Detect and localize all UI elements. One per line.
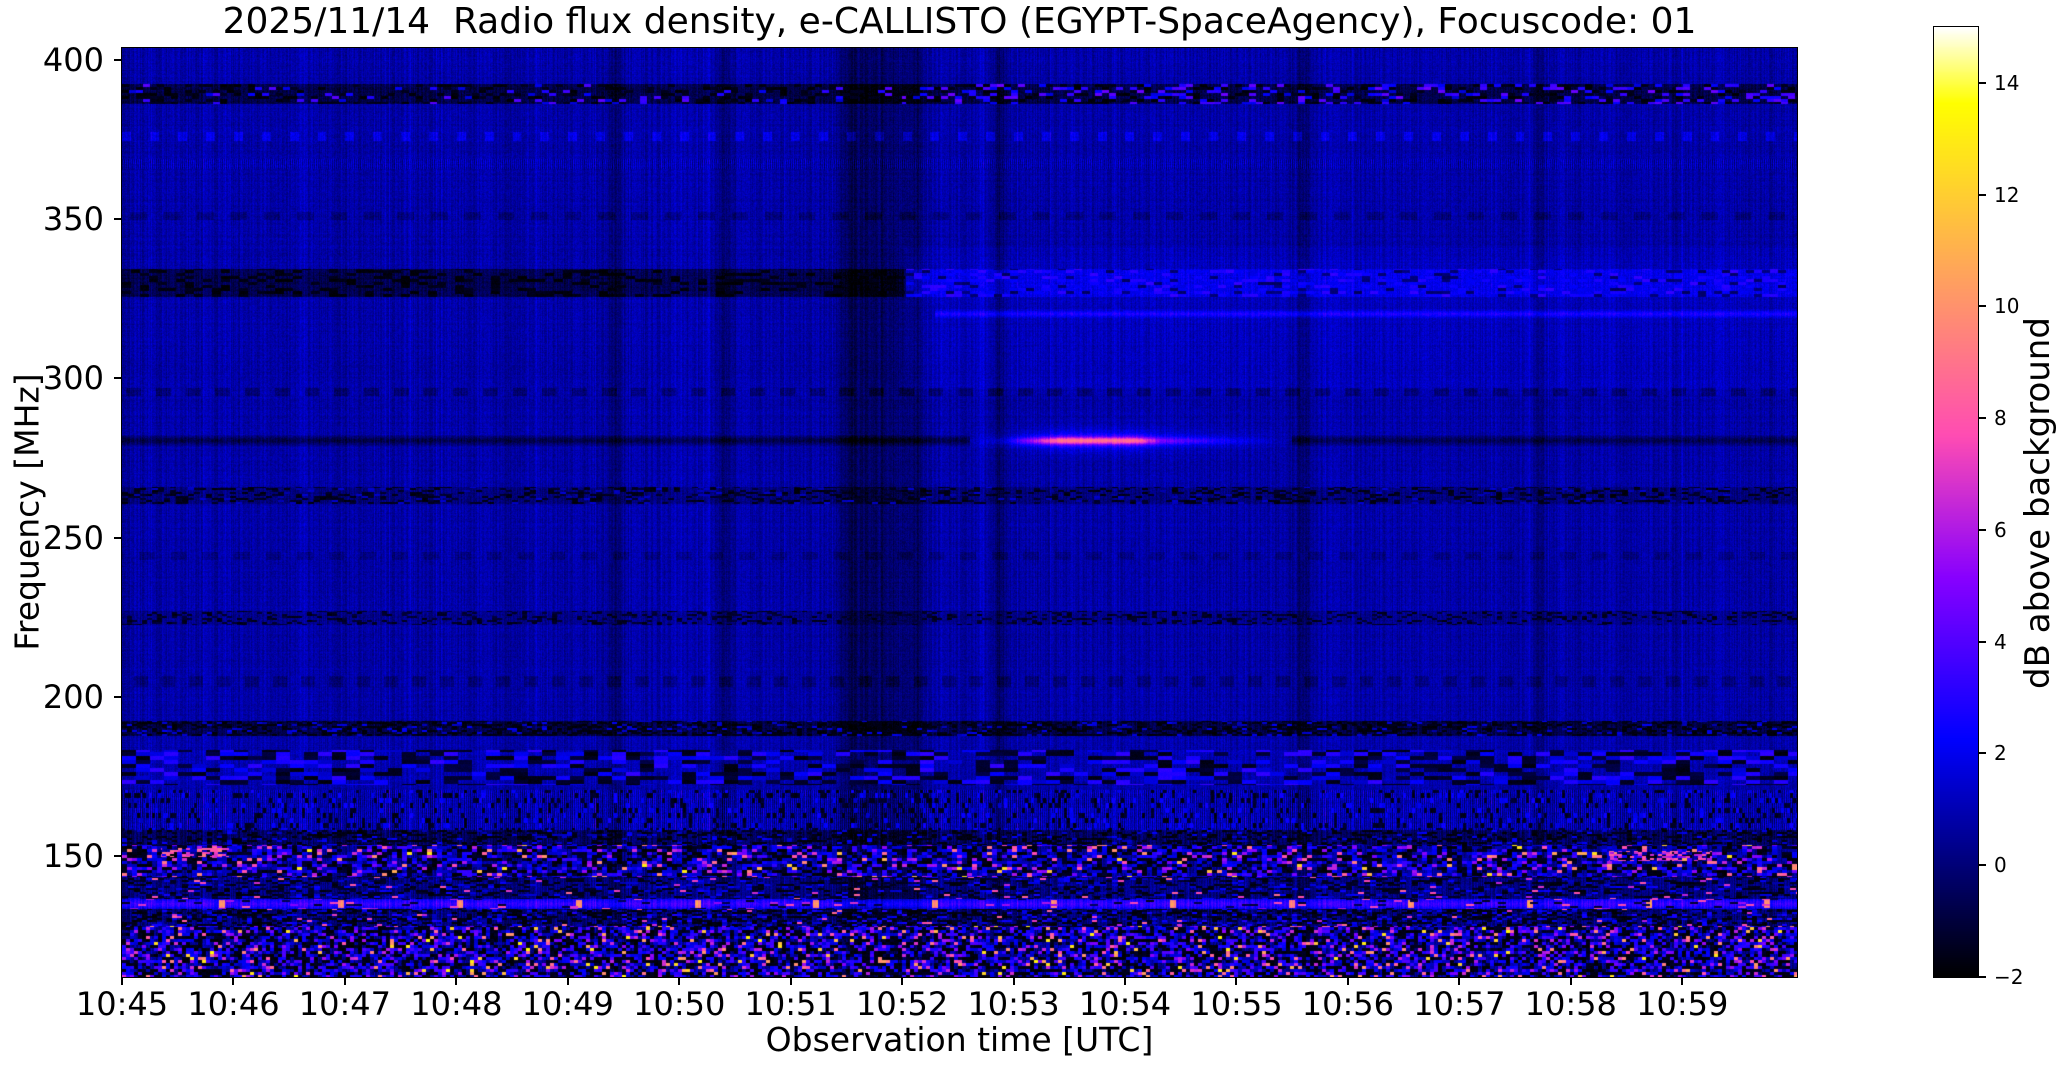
y-tick-label: 200 (42, 677, 104, 716)
x-tick-mark (1012, 977, 1015, 985)
x-tick-label: 10:52 (855, 985, 949, 1023)
x-tick-mark (789, 977, 792, 985)
colorbar-tick-mark (1979, 752, 1986, 755)
x-tick-mark (566, 977, 569, 985)
x-tick-label: 10:57 (1413, 985, 1506, 1023)
y-tick-label: 250 (42, 518, 104, 557)
colorbar-tick-mark (1979, 864, 1986, 867)
colorbar-label: dB above background (2018, 317, 2058, 689)
colorbar-tick-mark (1979, 976, 1986, 978)
x-tick-label: 10:53 (967, 985, 1060, 1023)
x-tick-mark (1681, 977, 1684, 985)
colorbar-tick-label: 4 (1994, 629, 2007, 654)
colorbar-tick-mark (1979, 81, 1986, 84)
x-tick-label: 10:58 (1524, 985, 1617, 1023)
colorbar-tick-label: 0 (1994, 853, 2007, 878)
x-tick-label: 10:54 (1078, 985, 1172, 1023)
x-tick-label: 10:48 (410, 985, 503, 1023)
x-tick-mark (1346, 977, 1349, 985)
spectrogram-heatmap (122, 48, 1797, 977)
colorbar-tick-label: 12 (1994, 182, 2020, 207)
x-tick-mark (343, 977, 346, 985)
y-tick-label: 350 (42, 200, 104, 239)
x-tick-mark (455, 977, 458, 985)
y-tick-mark (114, 855, 122, 858)
x-tick-mark (121, 977, 123, 985)
colorbar-tick-label: 10 (1994, 294, 2020, 319)
y-tick-mark (114, 536, 122, 539)
x-tick-mark (1123, 977, 1126, 985)
y-tick-mark (114, 695, 122, 698)
colorbar-tick-label: 2 (1994, 741, 2007, 766)
x-tick-mark (678, 977, 681, 985)
x-axis-label: Observation time [UTC] (765, 1020, 1154, 1059)
x-tick-label: 10:47 (298, 985, 391, 1023)
y-tick-mark (114, 59, 122, 62)
x-tick-label: 10:45 (75, 985, 169, 1023)
x-tick-mark (901, 977, 904, 985)
colorbar-tick-mark (1979, 528, 1986, 531)
colorbar-tick-label: 14 (1994, 70, 2020, 95)
y-tick-mark (114, 218, 122, 221)
chart-title: 2025/11/14 Radio flux density, e-CALLIST… (222, 1, 1697, 42)
colorbar-tick-label: −2 (1994, 965, 2024, 989)
x-tick-label: 10:55 (1190, 985, 1283, 1023)
x-tick-label: 10:59 (1636, 985, 1729, 1023)
colorbar-tick-label: 8 (1994, 406, 2007, 431)
y-tick-label: 150 (42, 837, 104, 876)
colorbar-tick-mark (1979, 640, 1986, 643)
x-tick-mark (232, 977, 235, 985)
x-tick-mark (1458, 977, 1461, 985)
x-tick-mark (1569, 977, 1572, 985)
colorbar-tick-mark (1979, 305, 1986, 308)
colorbar-tick-mark (1979, 193, 1986, 196)
y-tick-label: 300 (42, 359, 104, 398)
colorbar-tick-mark (1979, 417, 1986, 420)
y-tick-mark (114, 377, 122, 380)
y-axis-label: Frequency [MHz] (7, 373, 47, 651)
x-tick-mark (1235, 977, 1238, 985)
x-tick-label: 10:56 (1301, 985, 1394, 1023)
colorbar-gradient (1934, 27, 1978, 977)
x-tick-label: 10:49 (521, 985, 614, 1023)
y-tick-label: 400 (42, 41, 104, 80)
colorbar-tick-label: 6 (1994, 517, 2007, 542)
x-tick-label: 10:46 (187, 985, 280, 1023)
x-tick-label: 10:50 (633, 985, 726, 1023)
x-tick-label: 10:51 (744, 985, 837, 1023)
